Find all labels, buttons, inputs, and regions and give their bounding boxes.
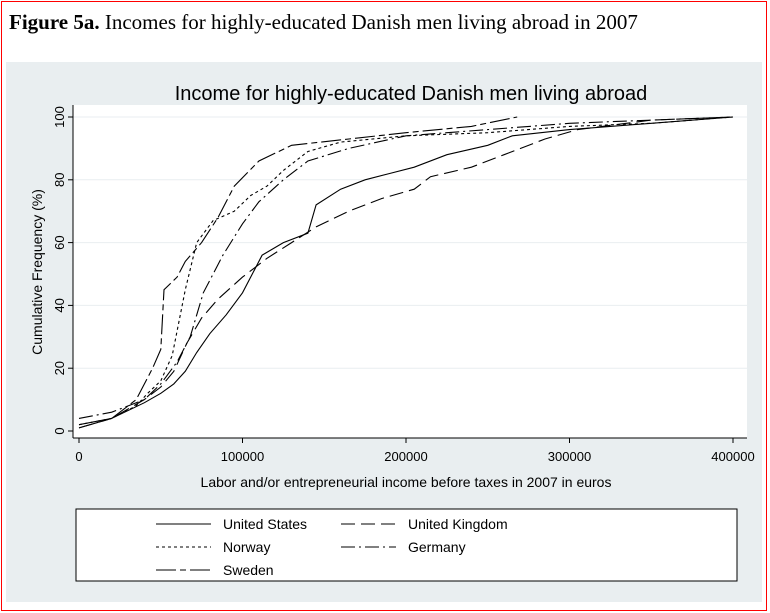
x-tick-label: 0 (75, 449, 82, 464)
y-tick-label: 40 (52, 298, 67, 312)
cumulative-income-chart: 0 20 40 60 80 100 0 100000 200000 300000 400000 I… (29, 83, 755, 582)
figure-caption-prefix: Figure 5a. (9, 10, 100, 34)
x-tick-label: 300000 (548, 449, 591, 464)
series-line-sweden (78, 116, 518, 429)
y-tick-label: 80 (52, 173, 67, 187)
legend-label-united-kingdom: United Kingdom (408, 516, 508, 532)
y-axis-label: Cumulative Frequency (%) (29, 189, 45, 355)
y-tick-label: 100 (52, 106, 67, 128)
x-tick-label: 200000 (384, 449, 427, 464)
series-line-norway (78, 116, 734, 426)
legend-label-norway: Norway (223, 539, 270, 555)
y-tick-label: 0 (52, 427, 67, 434)
series-line-germany (78, 116, 734, 419)
legend-label-united-states: United States (223, 516, 307, 532)
x-axis-label: Labor and/or entrepreneurial income befo… (201, 474, 612, 490)
x-tick-label: 400000 (711, 449, 754, 464)
legend-label-sweden: Sweden (223, 562, 274, 578)
figure-caption: Figure 5a. Incomes for highly-educated D… (9, 10, 638, 35)
chart-panel: 0 20 40 60 80 100 0 100000 200000 300000 400000 I… (6, 62, 762, 602)
figure-caption-text: Incomes for highly-educated Danish men l… (104, 10, 638, 34)
plot-background (73, 105, 747, 438)
x-tick-label: 100000 (221, 449, 264, 464)
legend-box (75, 508, 738, 582)
series-line-united-states (78, 116, 734, 426)
series-line-united-kingdom (78, 116, 734, 429)
chart-title: Income for highly-educated Danish men li… (175, 83, 648, 105)
y-tick-label: 20 (52, 361, 67, 375)
y-tick-label: 60 (52, 235, 67, 249)
legend-label-germany: Germany (408, 539, 466, 555)
